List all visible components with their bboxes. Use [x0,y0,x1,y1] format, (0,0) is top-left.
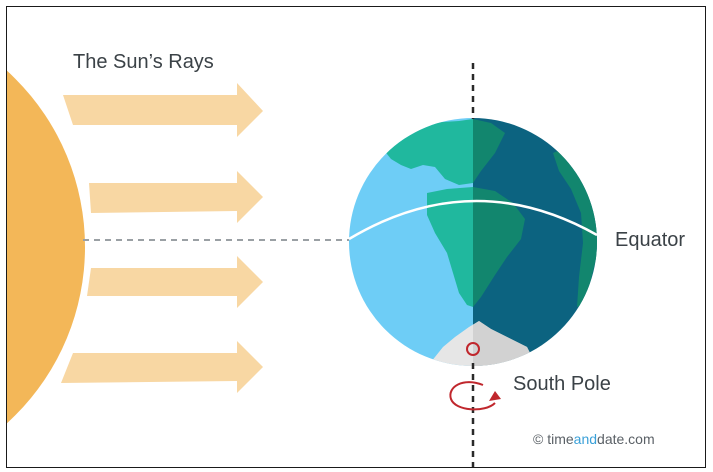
landmass-north-america-dark [473,119,505,183]
credit-text-and: and [573,431,598,447]
copyright-credit: © timeanddate.com [533,431,655,447]
sun-rays-label: The Sun’s Rays [73,51,214,73]
pole-marker-icon [466,342,480,356]
equator-label: Equator [615,229,686,251]
ray-arrow [63,83,263,137]
landmass-south-america-dark [473,187,525,307]
ray-arrow [61,341,263,393]
earth-globe [349,118,597,366]
copyright-icon: © [533,431,544,447]
sun-shape [7,70,85,424]
equator-line [348,199,598,241]
ray-arrow [87,256,263,308]
credit-text-date: date [597,431,625,447]
landmass-south-america [427,187,473,307]
credit-text-com: .com [624,431,655,447]
credit-text-time: time [547,431,574,447]
earth-sun-diagram [7,63,598,467]
rotation-arrow-icon [449,381,501,411]
landmass-antarctica-shade [473,321,537,366]
diagram-frame: The Sun’s Rays Equator South Pole © time… [6,6,706,468]
ray-arrow [89,171,263,223]
south-pole-label: South Pole [513,373,611,395]
sun-rays-group [61,83,263,393]
